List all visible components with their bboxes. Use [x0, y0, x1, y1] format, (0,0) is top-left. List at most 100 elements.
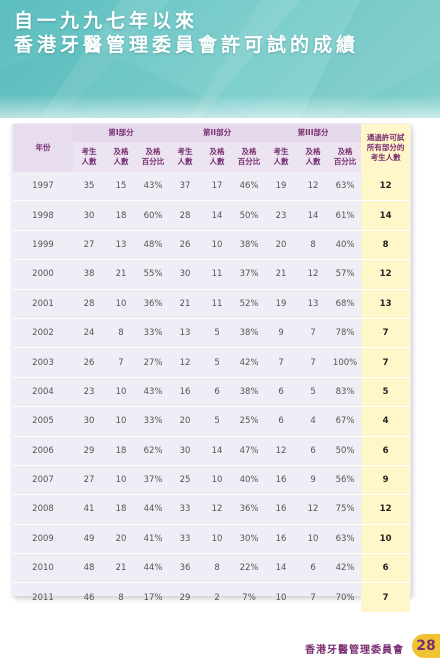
pass-all-cell: 12: [361, 172, 411, 201]
value-cell: 56%: [329, 464, 362, 495]
value-cell: 35: [83, 181, 95, 192]
year-cell: 2005: [13, 406, 73, 437]
value-cell: 37%: [233, 259, 266, 290]
year-cell: 2008: [13, 494, 73, 525]
value-cell: 24: [73, 317, 105, 348]
value-cell: 18: [105, 435, 137, 466]
value-cell: 30: [169, 435, 202, 466]
value-cell: 10: [297, 523, 330, 554]
value-cell: 16: [265, 464, 298, 495]
value-cell: 78%: [329, 317, 362, 348]
table-row: 2010 48 21 44% 36 8 22% 14 6 42% 6: [13, 553, 411, 583]
value-cell: 27: [73, 464, 105, 495]
value-cell: 47%: [233, 435, 266, 466]
value-cell: 9: [265, 317, 298, 348]
value-cell: 5: [201, 317, 234, 348]
value-cell: 6: [201, 376, 234, 407]
value-cell: 6: [265, 376, 298, 407]
value-cell: 17: [211, 181, 223, 192]
banner-fade: [0, 95, 440, 118]
part-2-subheader: 及格 人數: [201, 142, 234, 172]
value-cell: 70%: [329, 582, 362, 612]
banner-pattern: [0, 0, 440, 118]
table-row: 2011 46 8 17% 29 2 7% 10 7 70% 7: [13, 582, 411, 612]
year-cell: 2003: [13, 347, 73, 378]
table-row: 2003 26 7 27% 12 5 42% 7 7 100% 7: [13, 347, 411, 378]
value-cell: 16: [265, 523, 298, 554]
part-1-header: 第I部分: [73, 124, 170, 142]
value-cell: 20: [105, 523, 137, 554]
value-cell: 50%: [233, 200, 266, 231]
part-2-subheader: 及格 百分比: [233, 142, 266, 172]
value-cell: 68%: [329, 288, 362, 319]
pass-all-cell: 4: [361, 406, 411, 437]
pass-all-cell: 10: [361, 523, 411, 554]
value-cell: 49: [73, 523, 105, 554]
value-cell: 7: [265, 347, 298, 378]
value-cell: 9: [297, 464, 330, 495]
value-cell: 63%: [329, 523, 362, 554]
value-cell: 7%: [233, 582, 266, 612]
value-cell: 30: [73, 200, 105, 231]
value-cell: 6: [297, 553, 330, 583]
value-cell: 13: [105, 229, 137, 260]
pass-all-cell: 7: [361, 582, 411, 612]
table-row: 2007 27 10 37% 25 10 40% 16 9 56% 9: [13, 464, 411, 495]
value-cell: 36%: [233, 494, 266, 525]
value-cell: 50%: [329, 435, 362, 466]
value-cell: 2: [201, 582, 234, 612]
pass-all-cell: 7: [361, 347, 411, 378]
year-cell: 2001: [13, 288, 73, 319]
table-row: 2009 49 20 41% 33 10 30% 16 10 63% 10: [13, 523, 411, 554]
value-cell: 12: [265, 435, 298, 466]
value-cell: 44%: [137, 553, 170, 583]
value-cell: 33: [169, 494, 202, 525]
year-cell: 2004: [13, 376, 73, 407]
value-cell: 16: [169, 376, 202, 407]
year-cell: 1997: [32, 181, 54, 192]
pass-all-cell: 12: [361, 259, 411, 290]
part-3-header: 第III部分: [265, 124, 362, 142]
part-2-header: 第II部分: [169, 124, 266, 142]
value-cell: 6: [297, 435, 330, 466]
part-3-subheader: 及格 百分比: [329, 142, 362, 172]
year-cell: 2009: [13, 523, 73, 554]
value-cell: 28: [169, 200, 202, 231]
value-cell: 33%: [137, 406, 170, 437]
value-cell: 6: [265, 406, 298, 437]
pass-all-cell: 14: [361, 200, 411, 231]
value-cell: 21: [105, 259, 137, 290]
pass-all-header: 通過許可試 所有部分的 考生人數: [361, 124, 411, 172]
value-cell: 20: [169, 406, 202, 437]
page-title-line-1: 自一九九七年以來: [14, 10, 199, 32]
value-cell: 14: [201, 200, 234, 231]
value-cell: 37: [179, 181, 191, 192]
value-cell: 33%: [137, 317, 170, 348]
value-cell: 26: [73, 347, 105, 378]
value-cell: 5: [201, 347, 234, 378]
value-cell: 67%: [329, 406, 362, 437]
value-cell: 8: [105, 582, 137, 612]
value-cell: 38%: [233, 376, 266, 407]
value-cell: 41%: [137, 523, 170, 554]
value-cell: 14: [297, 200, 330, 231]
value-cell: 12: [169, 347, 202, 378]
value-cell: 21: [169, 288, 202, 319]
value-cell: 36%: [137, 288, 170, 319]
value-cell: 10: [105, 376, 137, 407]
value-cell: 10: [105, 464, 137, 495]
value-cell: 30%: [233, 523, 266, 554]
value-cell: 57%: [329, 259, 362, 290]
pass-all-cell: 8: [361, 229, 411, 260]
value-cell: 14: [201, 435, 234, 466]
value-cell: 19: [265, 288, 298, 319]
part-3-subheader: 及格 人數: [297, 142, 330, 172]
value-cell: 36: [169, 553, 202, 583]
value-cell: 18: [105, 494, 137, 525]
publisher-name: 香港牙醫管理委員會: [305, 645, 404, 656]
value-cell: 22%: [233, 553, 266, 583]
value-cell: 61%: [329, 200, 362, 231]
value-cell: 10: [105, 406, 137, 437]
value-cell: 26: [169, 229, 202, 260]
pass-all-cell: 7: [361, 317, 411, 348]
